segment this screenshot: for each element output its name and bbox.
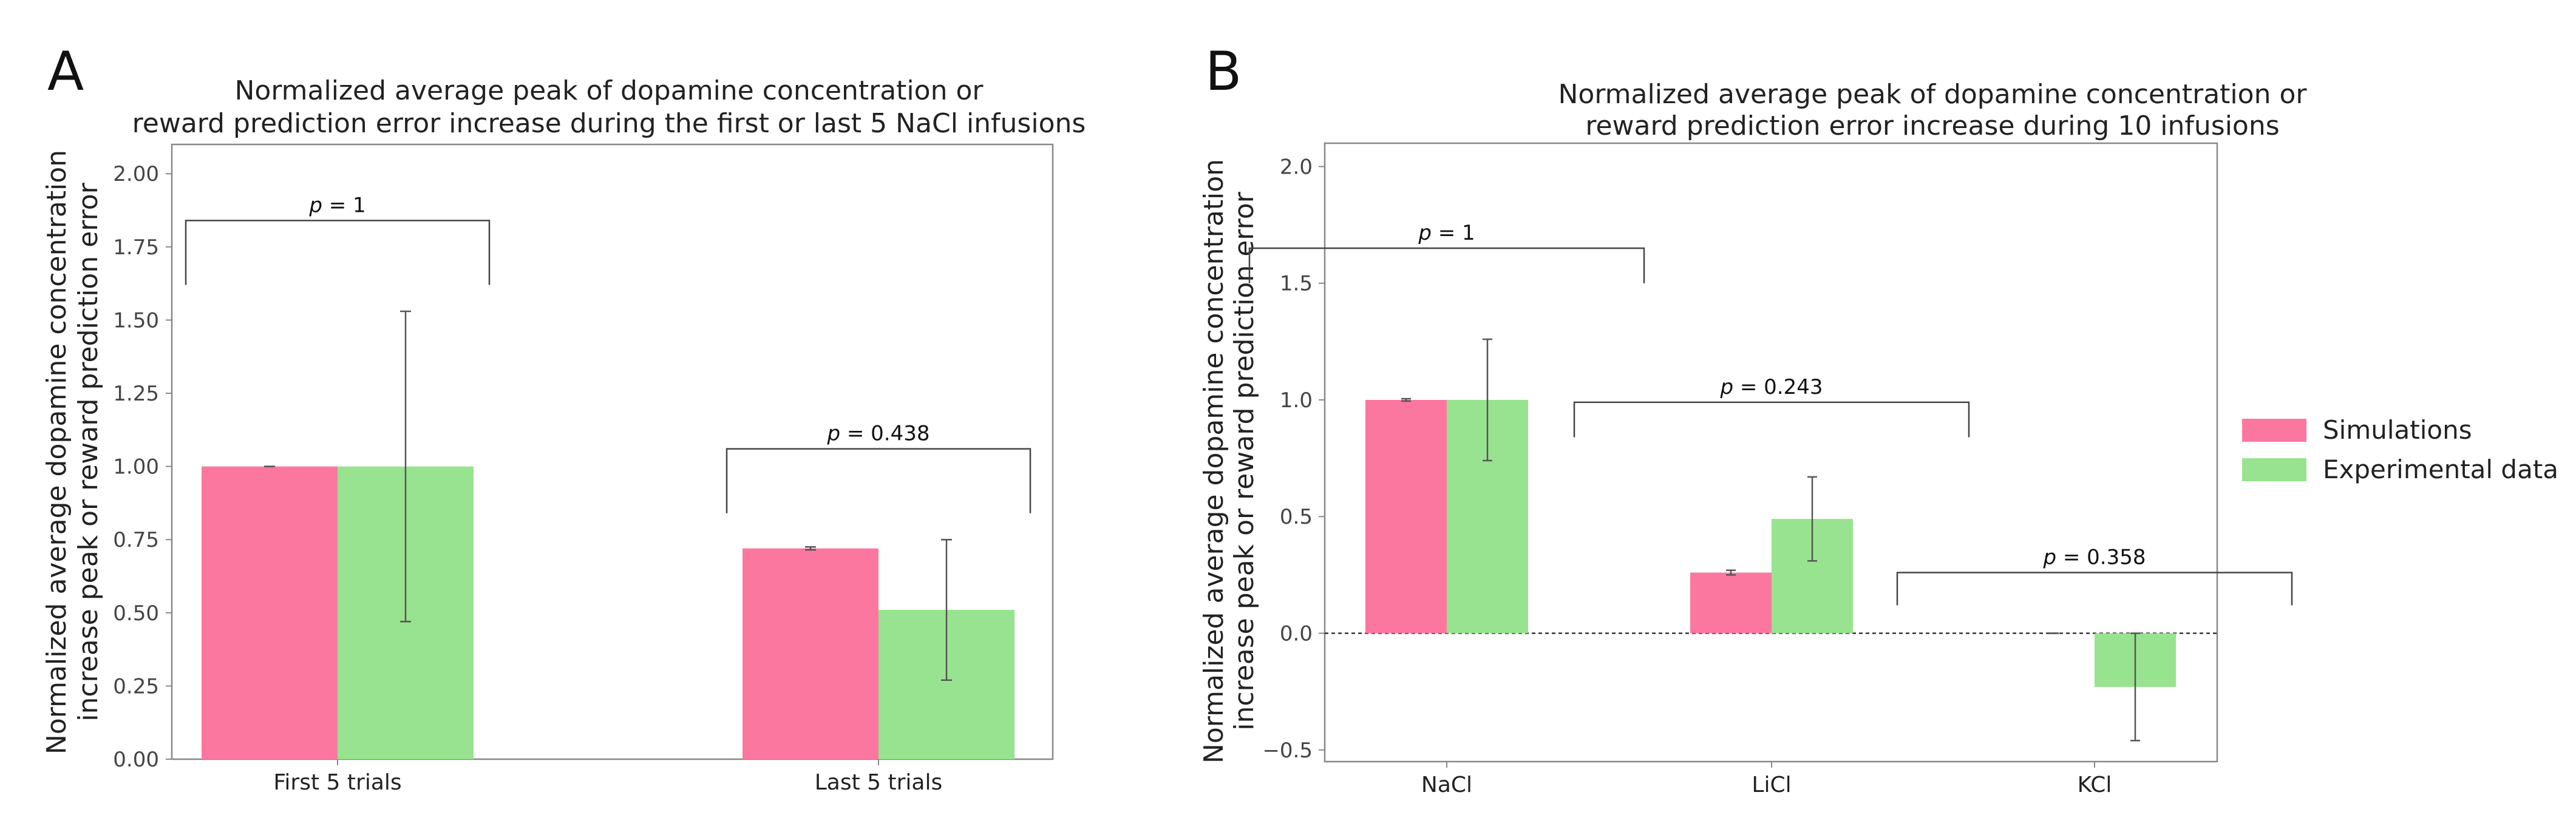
panel-a-bar-simulations <box>202 466 338 759</box>
panel-b-pvalue-bracket <box>1896 572 2293 606</box>
legend: Simulations Experimental data <box>2242 415 2558 484</box>
panel-a-ytick-label: 0.25 <box>113 674 159 698</box>
panel-a-chart: 0.00 0.25 0.50 0.75 1.00 1.25 1.50 1.75 2.00 Firs… <box>113 143 1054 795</box>
panel-a-pvalue-bracket <box>726 448 1031 513</box>
panel-a-ytick-label: 2.00 <box>113 162 159 186</box>
panel-a-ytick-label: 0.00 <box>113 748 159 772</box>
panel-a-xtick-label: First 5 trials <box>273 770 401 795</box>
legend-label-experimental: Experimental data <box>2323 455 2558 484</box>
panel-a-error-bar <box>941 538 952 681</box>
panel-b-title-line1: Normalized average peak of dopamine conc… <box>1558 79 2308 110</box>
panel-b-pvalue-label: p = 0.358 <box>2042 546 2146 570</box>
panel-b-bar-simulations <box>1365 399 1447 634</box>
panel-b-error-bar <box>1483 338 1492 462</box>
panel-b-error-bar <box>2130 632 2140 742</box>
panel-b-ytick-label: 1.0 <box>1280 388 1313 413</box>
panel-b-ytick-label: −0.5 <box>1262 739 1313 763</box>
panel-a-ytick-label: 0.50 <box>113 601 159 626</box>
panel-b-ylabel-line2: increase peak or reward prediction error <box>1229 191 1260 730</box>
panel-a-ytick-label: 1.75 <box>113 235 159 260</box>
legend-swatch-simulations <box>2242 419 2306 442</box>
panel-b-title-line2: reward prediction error increase during … <box>1585 110 2279 141</box>
legend-label-simulations: Simulations <box>2323 415 2472 445</box>
panel-a-ytick-label: 1.00 <box>113 455 159 479</box>
panel-b-ytick-label: 0.5 <box>1280 505 1313 529</box>
panel-a-xtick-label: Last 5 trials <box>815 770 943 795</box>
panel-b-error-bar <box>1807 476 1817 562</box>
panel-a-pvalue-label: p = 0.438 <box>826 422 929 446</box>
panel-b-pvalue-label: p = 1 <box>1418 221 1475 245</box>
panel-b-xtick-label: KCl <box>2078 773 2112 797</box>
panel-a-ylabel-line2: increase peak or reward prediction error <box>73 182 104 721</box>
panel-b-ylabel-line1: Normalized average dopamine concentratio… <box>1198 159 1229 763</box>
panel-b-ytick-label: 0.0 <box>1280 622 1313 646</box>
panel-letter-b: B <box>1205 40 1242 103</box>
panel-b-bar-simulations <box>1690 572 1772 634</box>
panel-b-chart: −0.5 0.0 0.5 1.0 1.5 2.0 NaCl LiCl KCl p = 1 p = 0… <box>1248 142 2293 797</box>
panel-a-error-bar <box>805 546 816 551</box>
panel-b-pvalue-label: p = 0.243 <box>1719 375 1823 399</box>
panel-a-pvalue-label: p = 1 <box>308 193 365 217</box>
panel-b-xtick-label: LiCl <box>1752 773 1791 797</box>
panel-a-bar-simulations <box>743 548 878 759</box>
panel-b-error-bar <box>1726 569 1736 576</box>
panel-a-ytick-label: 0.75 <box>113 528 159 552</box>
panel-b-ytick-label: 1.5 <box>1280 272 1313 296</box>
panel-a-ytick-label: 1.25 <box>113 382 159 406</box>
panel-a-ytick-label: 1.50 <box>113 308 159 333</box>
panel-a-axes-frame <box>171 143 1054 760</box>
panel-a-ylabel-line1: Normalized average dopamine concentratio… <box>41 150 72 754</box>
panel-b-ytick-label: 2.0 <box>1280 155 1313 179</box>
panel-b-pvalue-bracket <box>1573 401 1970 438</box>
panel-b-xtick-label: NaCl <box>1421 773 1472 797</box>
panel-a-title-line2: reward prediction error increase during … <box>132 108 1086 139</box>
panel-a-pvalue-bracket <box>185 220 491 285</box>
legend-swatch-experimental <box>2242 458 2306 481</box>
panel-a-title-line1: Normalized average peak of dopamine conc… <box>235 75 984 106</box>
panel-letter-a: A <box>47 40 84 103</box>
panel-b-error-bar <box>1401 397 1411 402</box>
panel-b-pvalue-bracket <box>1248 247 1645 283</box>
panel-a-error-bar <box>400 310 411 623</box>
